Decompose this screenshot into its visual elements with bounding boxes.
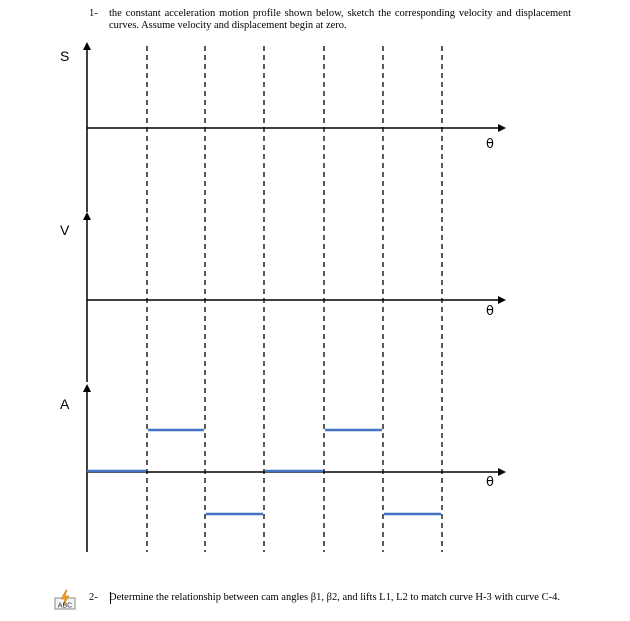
acceleration-profile (87, 428, 441, 516)
a-theta-label: θ (486, 475, 494, 490)
v-theta-label: θ (486, 304, 494, 319)
question-1: 1- the constant acceleration motion prof… (89, 8, 573, 34)
question-2: 2- Determine the relationship between ca… (89, 592, 569, 618)
s-axis-label: S (60, 48, 70, 64)
v-graph (83, 212, 506, 382)
question-1-number: 1- (89, 8, 98, 19)
division-lines (146, 46, 443, 552)
s-theta-label: θ (486, 137, 494, 152)
s-graph (83, 42, 506, 212)
spellcheck-icon-text: ABC (58, 603, 72, 610)
text-cursor (110, 592, 111, 604)
question-2-text: Determine the relationship between cam a… (109, 592, 560, 603)
a-axis-label: A (60, 396, 70, 412)
question-2-number: 2- (89, 592, 98, 603)
question-1-text: the constant acceleration motion profile… (109, 8, 571, 31)
v-axis-label: V (60, 222, 70, 238)
spellcheck-icon[interactable]: ABC (54, 589, 76, 611)
